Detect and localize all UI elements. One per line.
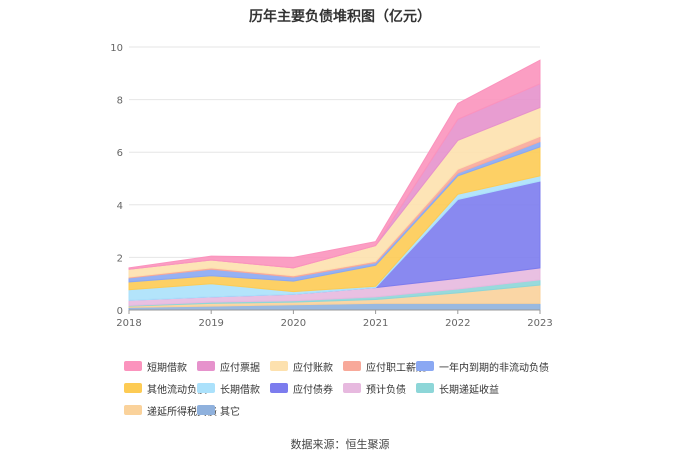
legend-swatch (124, 405, 142, 415)
legend-item[interactable]: 长期借款 (197, 380, 270, 396)
legend-label: 应付债券 (293, 384, 333, 396)
legend-item[interactable]: 应付票据 (197, 358, 270, 374)
legend-label: 预计负债 (366, 384, 406, 396)
legend-label: 递延所得税负债 (147, 406, 217, 418)
legend-label: 应付账款 (293, 362, 333, 374)
y-tick-label: 0 (117, 306, 123, 317)
x-tick-label: 2019 (198, 318, 223, 329)
legend-label: 长期借款 (220, 384, 260, 396)
chart-title: 历年主要负债堆积图（亿元） (249, 9, 431, 25)
area-series (128, 59, 541, 311)
legend-label: 短期借款 (147, 362, 187, 374)
area-series-11 (128, 59, 541, 270)
legend-swatch (343, 361, 361, 371)
x-tick-label: 2018 (116, 318, 141, 329)
legend-swatch (343, 383, 361, 393)
legend-swatch (197, 405, 215, 415)
y-tick-label: 4 (117, 201, 123, 212)
x-tick-label: 2022 (445, 318, 470, 329)
legend-item[interactable]: 其它 (197, 402, 270, 418)
legend-item[interactable]: 应付职工薪酬 (343, 358, 426, 374)
x-tick-label: 2020 (281, 318, 306, 329)
legend-swatch (270, 383, 288, 393)
y-tick-label: 2 (117, 253, 123, 264)
legend-label: 应付票据 (220, 362, 260, 374)
x-tick-label: 2021 (363, 318, 388, 329)
y-tick-label: 10 (110, 43, 123, 54)
legend-swatch (197, 361, 215, 371)
legend-swatch (270, 361, 288, 371)
legend-swatch (416, 383, 434, 393)
legend-item[interactable]: 应付债券 (270, 380, 343, 396)
legend-label: 其他流动负债 (147, 384, 207, 396)
axes: 0 2 4 6 8 10 2018 2019 2020 2021 2022 2023 (110, 43, 552, 329)
data-source-note: 数据来源：恒生聚源 (290, 438, 390, 451)
legend-item[interactable]: 预计负债 (343, 380, 416, 396)
x-tick-label: 2023 (527, 318, 552, 329)
legend-swatch (416, 361, 434, 371)
legend-item[interactable]: 长期递延收益 (416, 380, 556, 396)
legend-label: 一年内到期的非流动负债 (439, 362, 549, 374)
legend-swatch (124, 383, 142, 393)
legend-swatch (124, 361, 142, 371)
legend-item[interactable]: 一年内到期的非流动负债 (416, 358, 556, 374)
legend-swatch (197, 383, 215, 393)
legend-label: 其它 (220, 406, 240, 418)
y-tick-label: 6 (117, 148, 123, 159)
legend-item[interactable]: 短期借款 (124, 358, 197, 374)
y-tick-label: 8 (117, 96, 123, 107)
legend-item[interactable]: 递延所得税负债 (124, 402, 217, 418)
legend-label: 应付职工薪酬 (366, 362, 426, 374)
legend-item[interactable]: 其他流动负债 (124, 380, 207, 396)
legend-label: 长期递延收益 (439, 384, 499, 396)
legend: 短期借款 应付票据 应付账款 应付职工薪酬 一年内到期的非流动负债其他流动负债 长期借款 应… (124, 358, 574, 418)
legend-item[interactable]: 应付账款 (270, 358, 343, 374)
